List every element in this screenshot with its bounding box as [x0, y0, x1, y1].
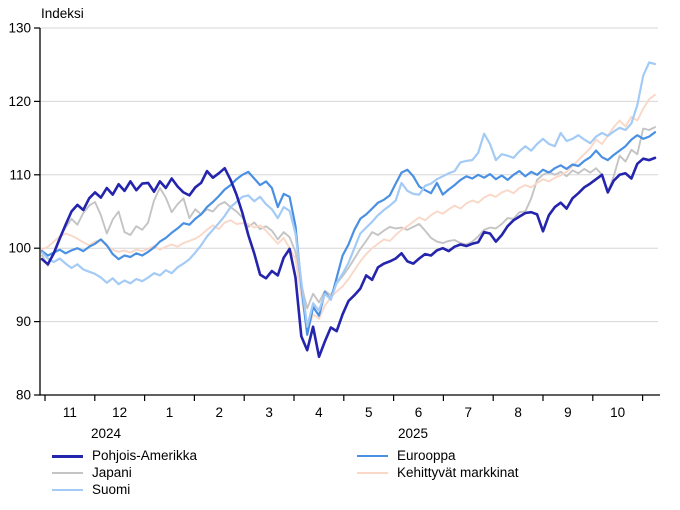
legend-item-japani: Japani	[52, 465, 132, 481]
chart-title: Indeksi	[41, 6, 84, 21]
x-month-label-5: 5	[365, 405, 373, 420]
y-tick-label-90: 90	[16, 314, 31, 329]
x-month-label-11: 11	[63, 405, 77, 420]
y-tick-label-130: 130	[8, 21, 31, 36]
y-tick-label-80: 80	[16, 388, 31, 403]
y-tick-label-110: 110	[9, 167, 31, 182]
legend-label-kehittyvat-markkinat: Kehittyvät markkinat	[397, 465, 519, 480]
x-month-label-6: 6	[415, 405, 423, 420]
y-tick-label-100: 100	[8, 241, 31, 256]
x-month-label-12: 12	[112, 405, 127, 420]
legend-label-eurooppa: Eurooppa	[397, 448, 456, 463]
x-month-label-3: 3	[265, 405, 273, 420]
legend-line-kehittyvat-markkinat	[357, 472, 388, 474]
x-month-label-2: 2	[216, 405, 224, 420]
x-month-label-1: 1	[166, 405, 174, 420]
x-axis-year-2025: 2025	[397, 426, 429, 441]
legend-item-kehittyvat-markkinat: Kehittyvät markkinat	[357, 465, 519, 481]
x-month-label-7: 7	[465, 405, 473, 420]
legend-item-eurooppa: Eurooppa	[357, 448, 456, 464]
legend-line-suomi	[52, 489, 83, 491]
x-month-label-4: 4	[315, 405, 323, 420]
series-line-3	[41, 93, 656, 333]
legend-label-pohjois-amerikka: Pohjois-Amerikka	[92, 448, 198, 463]
legend-item-pohjois-amerikka: Pohjois-Amerikka	[52, 448, 197, 464]
x-month-label-9: 9	[564, 405, 572, 420]
x-month-label-8: 8	[514, 405, 522, 420]
x-month-label-10: 10	[610, 405, 625, 420]
legend-label-suomi: Suomi	[92, 482, 131, 497]
legend-label-japani: Japani	[92, 465, 132, 480]
series-line-4	[40, 61, 657, 328]
y-tick-label-120: 120	[8, 94, 31, 109]
series-line-1	[40, 131, 657, 336]
axes	[39, 28, 660, 396]
legend-line-pohjois-amerikka	[52, 454, 83, 458]
legend-line-japani	[52, 472, 83, 474]
legend-item-suomi: Suomi	[52, 482, 130, 498]
series-line-0	[40, 156, 657, 359]
series-line-2	[41, 126, 656, 310]
legend-line-eurooppa	[357, 455, 388, 457]
x-axis-year-2024: 2024	[90, 426, 122, 441]
